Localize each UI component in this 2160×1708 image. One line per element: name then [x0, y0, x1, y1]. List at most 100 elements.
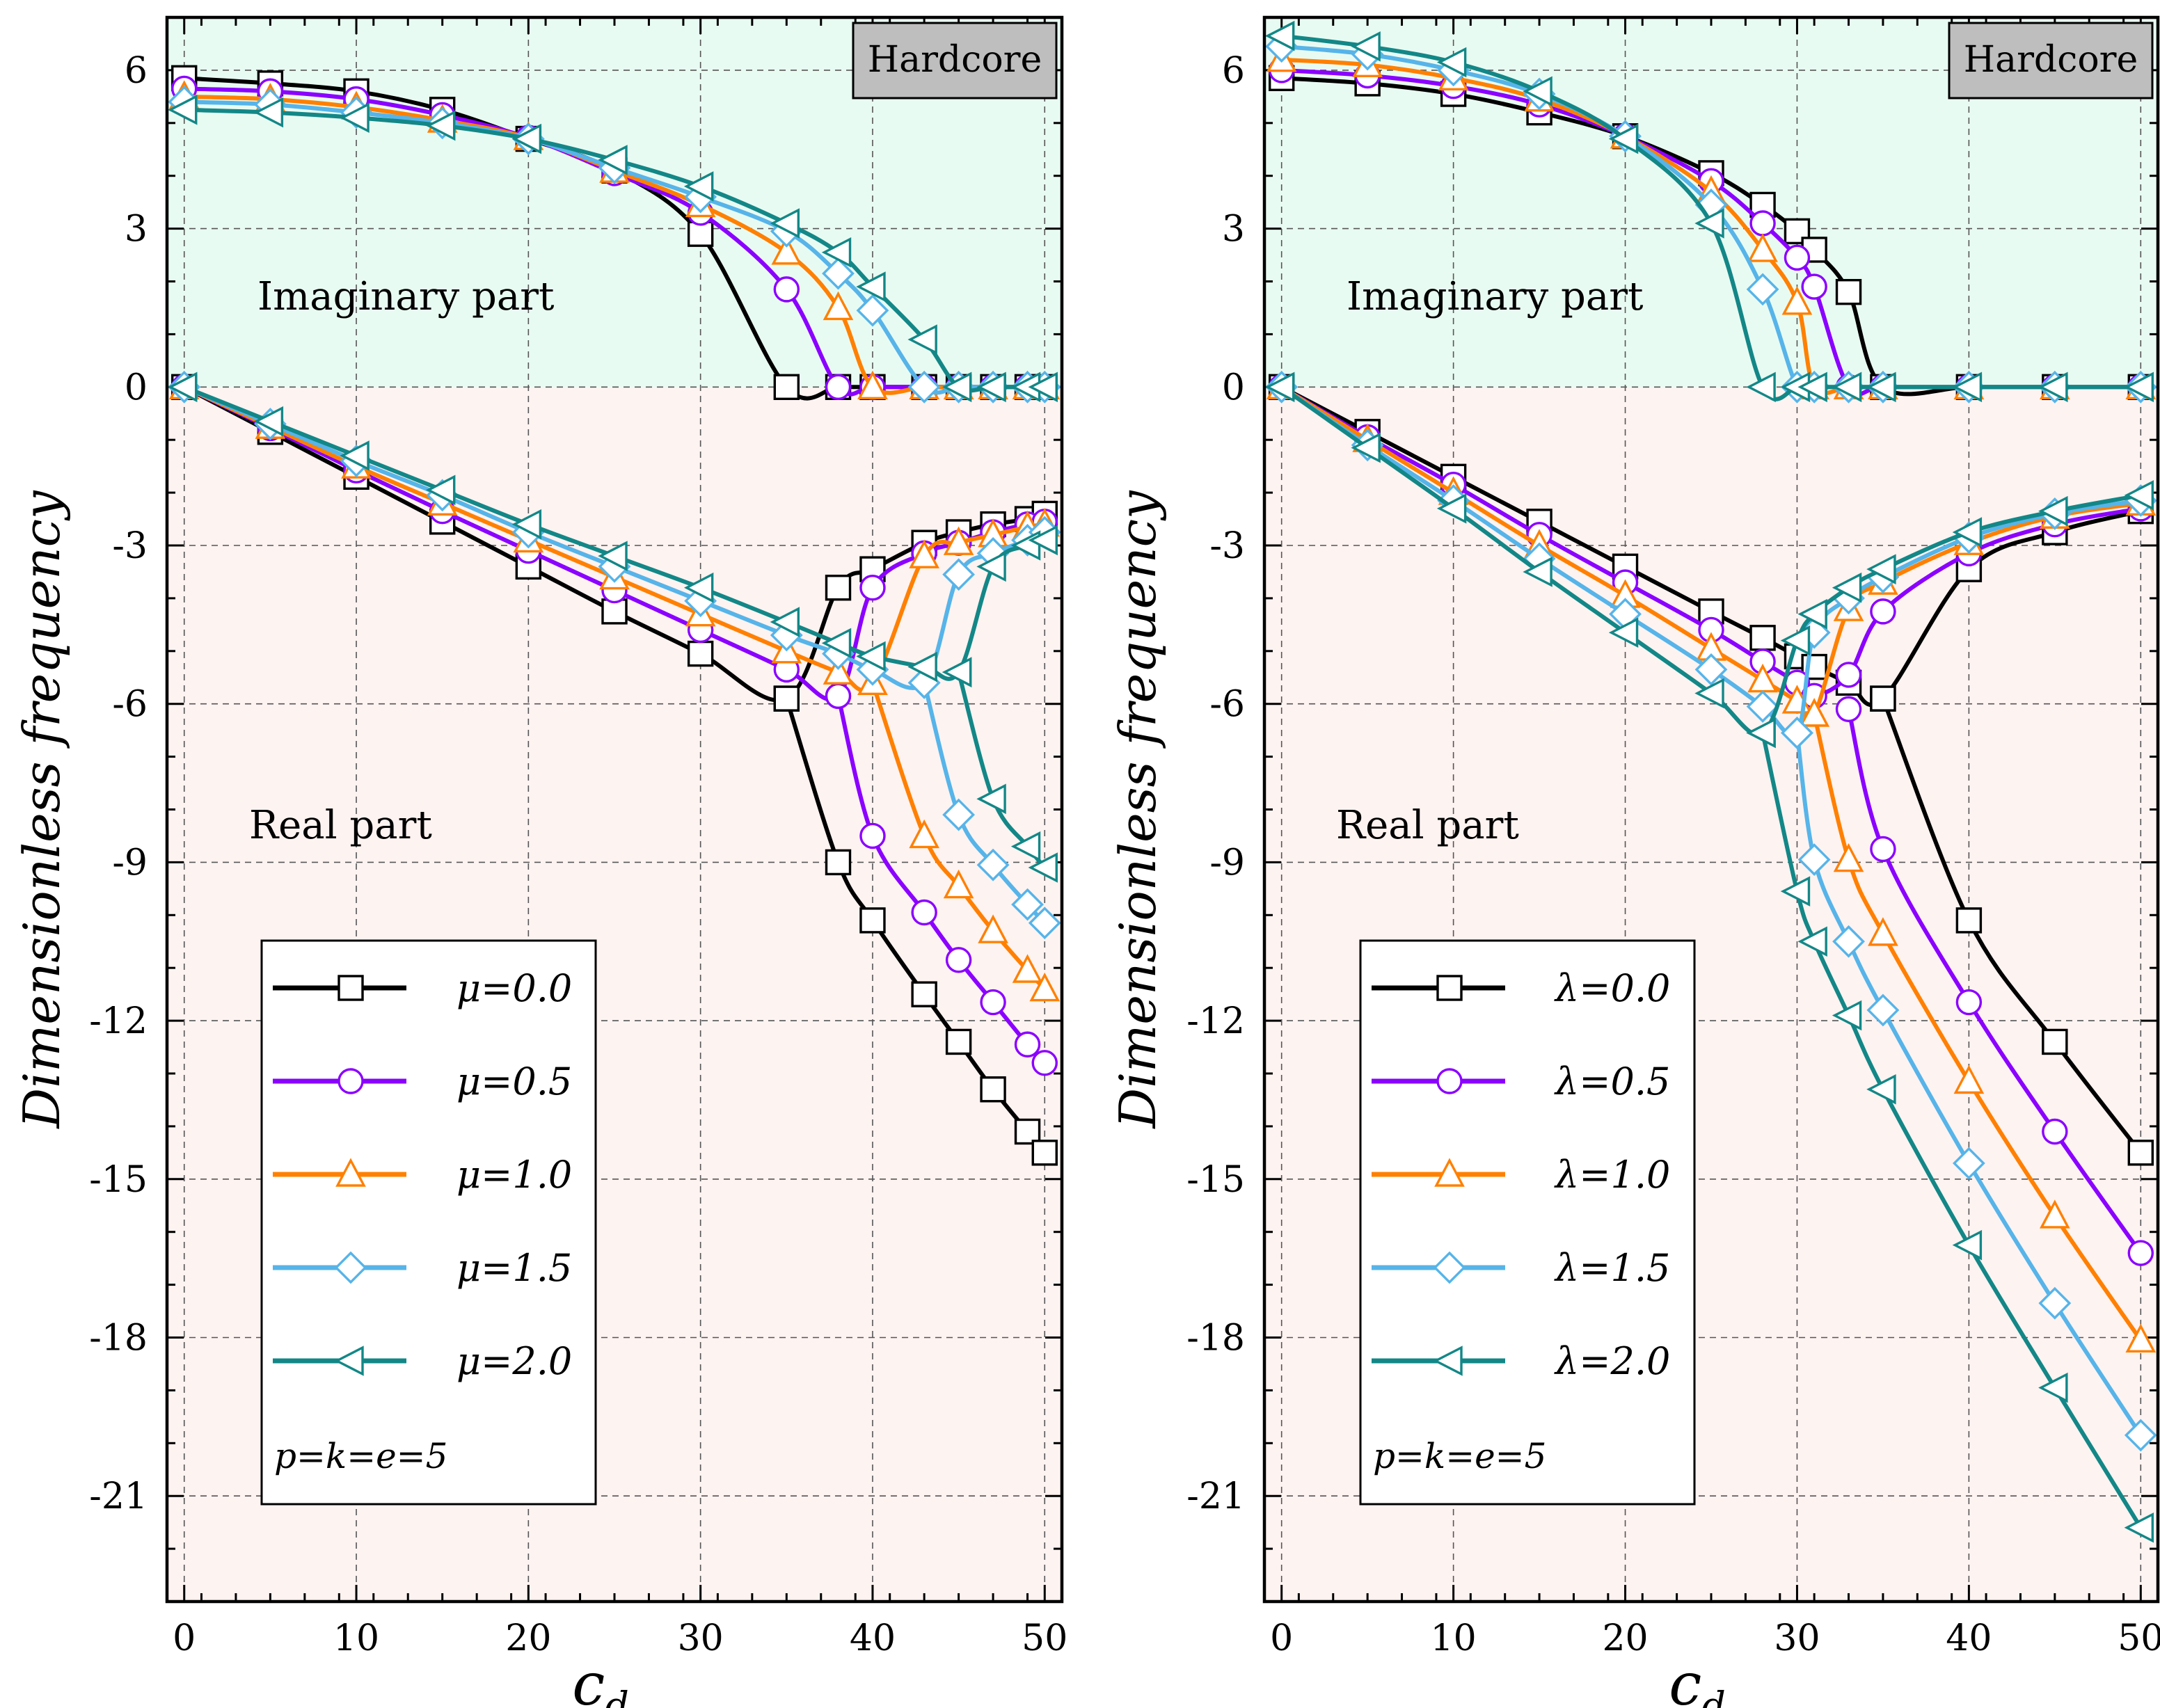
y-tick-label: -9: [112, 842, 148, 884]
data-point: [907, 324, 937, 355]
data-point: [859, 575, 886, 601]
data-point: [980, 1076, 1006, 1103]
data-point: [1833, 843, 1864, 872]
data-point: [1694, 678, 1724, 709]
data-point: [425, 474, 456, 506]
data-point: [1832, 372, 1862, 403]
data-point: [1784, 244, 1811, 271]
data-point: [1801, 273, 1827, 300]
y-tick-label: -21: [1186, 1476, 1245, 1517]
data-point: [976, 551, 1006, 582]
data-point: [1694, 208, 1724, 239]
data-point: [1031, 1140, 1058, 1166]
legend: λ=0.0 λ=0.5 λ=1.0 λ=1.5 λ=2.0 p=k=e=5: [1359, 939, 1696, 1506]
y-tick-label: -18: [1186, 1318, 1245, 1359]
y-tick-label: -3: [112, 525, 148, 567]
data-point: [978, 914, 1008, 943]
data-point: [907, 370, 941, 404]
y-tick-label: -12: [89, 1000, 148, 1042]
data-point: [942, 657, 972, 687]
y-tick-label: -21: [89, 1476, 148, 1517]
data-point: [821, 628, 852, 659]
data-point: [2124, 1419, 2157, 1452]
data-point: [168, 372, 198, 403]
data-point: [1523, 76, 1552, 107]
data-point: [1746, 273, 1779, 306]
data-point: [1832, 572, 1862, 603]
data-point: [1028, 372, 1058, 403]
data-point: [1436, 47, 1467, 78]
data-point: [911, 981, 937, 1007]
legend-label: μ=0.0: [456, 966, 572, 1010]
series-group: [1264, 20, 2157, 1543]
data-point: [1955, 989, 1983, 1016]
imaginary-part-label: Imaginary part: [257, 274, 555, 319]
data-point: [1264, 372, 1295, 403]
data-point: [598, 145, 628, 175]
x-axis-label: cd: [572, 1650, 629, 1708]
data-point: [1870, 836, 1896, 863]
data-point: [1866, 554, 1896, 584]
left-panel: 0 10 20 30 40 50630-3-6-9-12-15-18-21Dimensio…: [13, 15, 1067, 1708]
data-point: [1694, 653, 1728, 686]
data-point: [2042, 1028, 2068, 1055]
hardcore-badge-text: Hardcore: [1964, 39, 2138, 81]
x-tick-label: 40: [850, 1618, 896, 1659]
data-point: [511, 509, 542, 540]
x-axis-label: cd: [1669, 1650, 1726, 1708]
series: [168, 95, 1058, 883]
legend-box: [1359, 939, 1696, 1506]
data-point: [911, 899, 937, 926]
imaginary-part-label: Imaginary part: [1347, 274, 1644, 319]
data-point: [1781, 717, 1813, 749]
legend-marker: [1433, 1251, 1466, 1284]
data-point: [1952, 1147, 1985, 1180]
data-point: [1952, 1229, 1983, 1261]
data-point: [1866, 1074, 1896, 1105]
data-point: [2127, 1240, 2154, 1266]
y-axis-label: Dimensionless frequency: [1109, 490, 1167, 1130]
x-tick-label: 30: [678, 1618, 724, 1659]
x-tick-label: 0: [1270, 1618, 1293, 1659]
legend-marker: [1434, 1158, 1465, 1187]
data-point: [945, 947, 972, 973]
data-point: [1011, 888, 1044, 921]
data-point: [909, 539, 939, 568]
data-point: [859, 907, 886, 934]
data-point: [1797, 843, 1831, 877]
y-tick-label: -9: [1209, 842, 1245, 884]
data-point: [1866, 372, 1896, 403]
legend-label: λ=0.0: [1554, 966, 1670, 1010]
legend: μ=0.0 μ=0.5 μ=1.0 μ=1.5 μ=2.0 p=k=e=5: [260, 939, 597, 1506]
plot-frame: [1262, 15, 2160, 1604]
parameter-note: p=k=e=5: [1373, 1436, 1546, 1476]
x-tick-label: 10: [1431, 1618, 1477, 1659]
data-point: [1746, 690, 1779, 723]
data-point: [1835, 662, 1862, 688]
legend-marker: [338, 1068, 364, 1094]
x-tick-label: 10: [333, 1618, 379, 1659]
series-group: [168, 65, 1061, 1166]
legend-marker: [338, 975, 364, 1001]
data-point: [1780, 625, 1811, 656]
data-point: [859, 822, 886, 849]
data-point: [771, 236, 802, 265]
y-tick-label: 6: [125, 50, 148, 92]
data-point: [1866, 993, 1900, 1027]
data-point: [825, 849, 852, 876]
legend-label: λ=0.5: [1554, 1060, 1670, 1103]
x-tick-label: 50: [1022, 1618, 1067, 1659]
plot-frame: [165, 15, 1064, 1604]
data-point: [1028, 525, 1058, 556]
legend-marker: [1433, 1346, 1463, 1376]
data-point: [340, 102, 370, 133]
data-point: [857, 370, 888, 399]
data-point: [1749, 210, 1776, 237]
hardcore-badge-text: Hardcore: [868, 39, 1042, 81]
x-tick-label: 40: [1946, 1618, 1992, 1659]
data-point: [2124, 372, 2154, 403]
right-panel: 0 10 20 30 40 50630-3-6-9-12-15-18-21Dimensio…: [1109, 15, 2160, 1708]
data-point: [976, 372, 1006, 403]
legend-label: μ=1.0: [456, 1153, 572, 1197]
x-tick-label: 50: [2118, 1618, 2160, 1659]
